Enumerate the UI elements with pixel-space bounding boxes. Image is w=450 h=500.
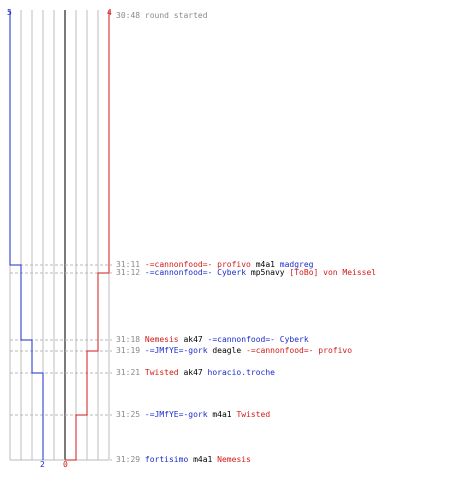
player-name: Nemesis [144, 335, 179, 344]
player-name: Nemesis [217, 455, 251, 464]
player-name: -=cannonfood=- Cyberk [207, 335, 309, 344]
player-name: -=cannonfood=- Cyberk [144, 268, 247, 277]
player-name: madgreg [279, 260, 314, 269]
event-time: 31:18 [116, 335, 145, 344]
event-row: 31:11 -=cannonfood=- profivo m4a1 madgre… [116, 260, 314, 270]
weapon-name: deagle [207, 346, 247, 355]
blue-start-count-label: 5 [7, 8, 12, 17]
event-time: 30:48 [116, 11, 145, 20]
event-row: 31:25 -=JMfYE=-gork m4a1 Twisted [116, 410, 270, 420]
weapon-name: m4a1 [250, 260, 280, 269]
player-name: Twisted [236, 410, 271, 419]
weapon-name: m4a1 [207, 410, 237, 419]
player-name: -=cannonfood=- profivo [144, 260, 251, 269]
event-row: 31:12 -=cannonfood=- Cyberk mp5navy [ToB… [116, 268, 376, 278]
player-name: Twisted [144, 368, 179, 377]
weapon-name: mp5navy [246, 268, 290, 277]
event-row: 31:29 fortisimo m4a1 Nemesis [116, 455, 251, 465]
player-name: fortisimo [144, 455, 189, 464]
blue-end-count-label: 2 [40, 460, 45, 469]
red-team-alive-line [65, 10, 110, 461]
weapon-name: m4a1 [188, 455, 218, 464]
weapon-name: ak47 [178, 368, 208, 377]
event-time: 31:25 [116, 410, 145, 419]
red-end-count-label: 0 [63, 460, 68, 469]
player-name: -=cannonfood=- profivo [246, 346, 353, 355]
event-time: 31:29 [116, 455, 145, 464]
red-start-count-label: 4 [107, 8, 112, 17]
player-name: [ToBo] von Meissel [289, 268, 377, 277]
player-name: horacio.troche [207, 368, 275, 377]
event-row: 31:18 Nemesis ak47 -=cannonfood=- Cyberk [116, 335, 309, 345]
blue-team-alive-line [9, 10, 44, 460]
event-row: 30:48 round started [116, 11, 208, 21]
event-row: 31:19 -=JMfYE=-gork deagle -=cannonfood=… [116, 346, 352, 356]
event-guide-lines [10, 264, 112, 461]
event-time: 31:19 [116, 346, 145, 355]
event-row: 31:21 Twisted ak47 horacio.troche [116, 368, 275, 378]
grid-lines [9, 10, 110, 461]
weapon-name: ak47 [178, 335, 208, 344]
event-time: 31:21 [116, 368, 145, 377]
player-name: -=JMfYE=-gork [144, 410, 208, 419]
event-time: 31:11 [116, 260, 145, 269]
event-message: round started [144, 11, 208, 20]
event-time: 31:12 [116, 268, 145, 277]
player-name: -=JMfYE=-gork [144, 346, 208, 355]
